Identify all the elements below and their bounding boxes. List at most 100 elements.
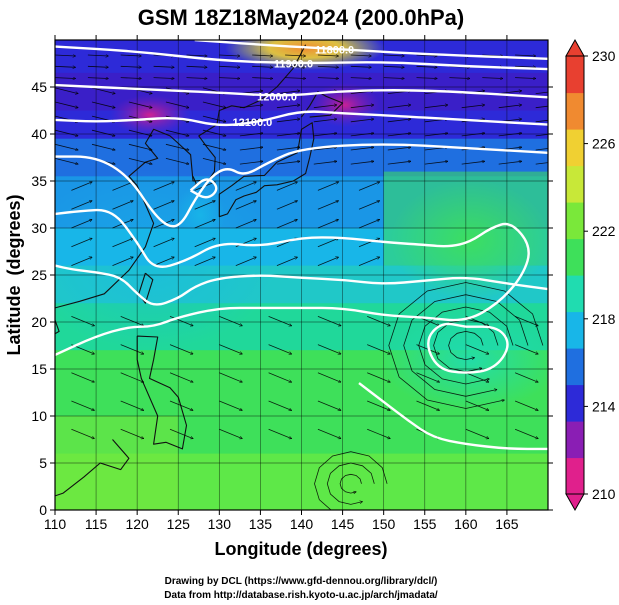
streamline	[219, 66, 240, 67]
streamline	[91, 87, 115, 94]
x-tick-label: 140	[290, 516, 314, 532]
streamline	[169, 344, 193, 354]
streamline	[120, 372, 144, 382]
streamline	[219, 78, 240, 79]
colorbar-segment	[566, 129, 584, 167]
streamline	[202, 101, 226, 108]
streamline	[71, 372, 94, 382]
streamline	[153, 257, 175, 266]
colorbar	[565, 38, 585, 512]
streamline	[169, 428, 193, 438]
y-tick-label: 35	[31, 173, 47, 189]
y-tick-label: 25	[31, 267, 47, 283]
streamline	[112, 182, 134, 191]
streamline	[448, 330, 484, 361]
streamline	[461, 133, 485, 137]
contour-line	[189, 178, 218, 199]
streamline	[165, 129, 189, 136]
streamline	[317, 344, 341, 354]
colorbar-tick-label: 226	[592, 136, 616, 152]
streamline	[55, 143, 78, 150]
contour-line	[427, 322, 509, 374]
streamline	[55, 66, 76, 67]
streamline	[535, 91, 548, 94]
streamline	[367, 344, 390, 354]
streamline	[276, 182, 298, 191]
streamline	[285, 55, 306, 56]
streamline	[55, 101, 78, 108]
streamline	[515, 78, 536, 79]
streamline	[403, 294, 529, 397]
streamline	[91, 143, 115, 150]
contour-line	[55, 264, 548, 306]
x-axis-ticks: 110 115 120 125 130 135 140 145 150 155 160 165	[44, 35, 519, 532]
streamline	[169, 372, 193, 382]
streamline	[252, 55, 273, 56]
streamline	[165, 143, 189, 150]
streamline	[71, 238, 92, 248]
colorbar-tick-label: 210	[592, 486, 616, 502]
contour-label: 12000.0	[257, 91, 297, 103]
streamline	[317, 428, 341, 438]
x-tick-label: 145	[331, 516, 355, 532]
streamline	[276, 105, 300, 109]
colorbar-segment	[566, 56, 584, 94]
streamline	[387, 147, 411, 151]
streamline	[383, 55, 405, 56]
colorbar-tick-label: 222	[592, 223, 616, 239]
streamline	[120, 55, 142, 56]
streamline	[358, 182, 380, 191]
streamline	[383, 78, 405, 79]
streamline	[350, 78, 372, 79]
coast-path	[55, 319, 60, 335]
streamline	[153, 238, 175, 248]
streamline	[235, 201, 256, 210]
streamline	[120, 428, 144, 438]
streamline	[416, 78, 438, 79]
streamline	[535, 119, 548, 123]
streamline	[350, 105, 374, 109]
colorbar-segment	[566, 311, 584, 349]
streamline	[112, 238, 134, 248]
streamline	[350, 55, 372, 56]
streamline	[482, 78, 503, 79]
contour-line	[55, 45, 548, 71]
streamline	[465, 372, 489, 382]
colorbar-tick-label: 218	[592, 311, 616, 327]
streamline	[317, 182, 339, 191]
streamline	[202, 143, 226, 150]
x-tick-label: 165	[495, 516, 519, 532]
streamline	[383, 66, 405, 67]
streamline	[268, 428, 292, 438]
streamline	[498, 91, 522, 94]
streamline	[314, 451, 388, 510]
streamline	[465, 344, 489, 354]
streamline	[387, 119, 411, 123]
streamline	[202, 129, 226, 136]
y-tick-label: 40	[31, 126, 47, 142]
streamline	[71, 316, 94, 325]
colorbar-bottom-cap	[565, 493, 585, 512]
streamline	[71, 400, 94, 410]
credit-line-2: Data from http://database.rish.kyoto-u.a…	[164, 590, 438, 601]
colorbar-segment	[566, 384, 584, 422]
colorbar-tick-label: 230	[592, 48, 616, 64]
streamline	[128, 143, 152, 150]
streamline	[87, 55, 109, 56]
streamline	[514, 344, 538, 354]
streamline	[87, 66, 109, 67]
streamline	[153, 182, 175, 191]
streamline	[55, 129, 78, 136]
contour-line	[55, 208, 530, 356]
y-tick-label: 20	[31, 314, 47, 330]
contour-label: 11800.0	[315, 44, 354, 56]
streamline	[194, 238, 216, 248]
streamline	[317, 55, 339, 56]
streamline	[535, 162, 548, 165]
streamline	[268, 316, 292, 325]
streamline	[120, 400, 144, 410]
credit-line-1: Drawing by DCL (https://www.gfd-dennou.o…	[165, 576, 438, 587]
streamline	[55, 55, 76, 56]
coast-path	[218, 122, 315, 218]
